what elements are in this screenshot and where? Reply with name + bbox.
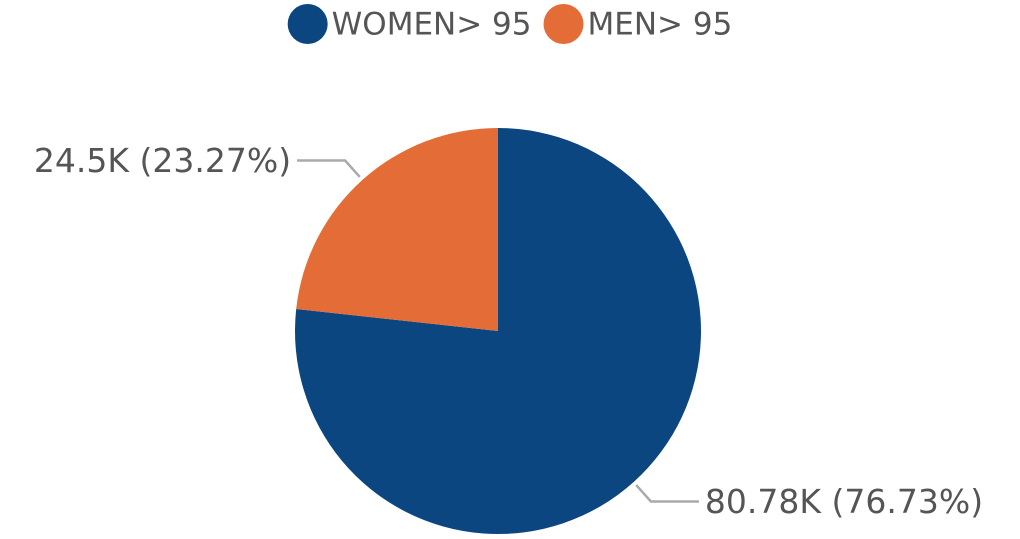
legend-label: WOMEN> 95 bbox=[332, 7, 532, 43]
legend-swatch bbox=[543, 4, 584, 44]
leader-line bbox=[635, 484, 699, 503]
data-label: 80.78K (76.73%) bbox=[705, 482, 983, 521]
data-label: 24.5K (23.27%) bbox=[34, 141, 291, 180]
pie-slice bbox=[296, 128, 498, 331]
legend-swatch bbox=[287, 4, 328, 44]
leader-line bbox=[297, 159, 361, 178]
legend-label: MEN> 95 bbox=[588, 7, 733, 43]
